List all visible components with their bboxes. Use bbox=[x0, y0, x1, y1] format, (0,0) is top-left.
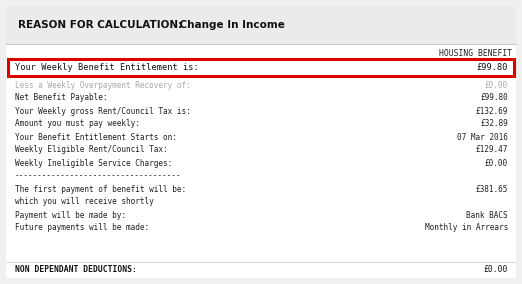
Text: Net Benefit Payable:: Net Benefit Payable: bbox=[15, 93, 108, 103]
Text: ------------------------------------: ------------------------------------ bbox=[15, 172, 182, 181]
Text: Bank BACS: Bank BACS bbox=[466, 210, 508, 220]
Text: £0.00: £0.00 bbox=[485, 80, 508, 89]
Text: REASON FOR CALCULATION:: REASON FOR CALCULATION: bbox=[18, 20, 182, 30]
Text: Future payments will be made:: Future payments will be made: bbox=[15, 224, 149, 233]
Text: The first payment of benefit will be:: The first payment of benefit will be: bbox=[15, 185, 186, 193]
Text: £132.69: £132.69 bbox=[476, 106, 508, 116]
Text: NON DEPENDANT DEDUCTIONS:: NON DEPENDANT DEDUCTIONS: bbox=[15, 266, 137, 275]
Text: HOUSING BENEFIT: HOUSING BENEFIT bbox=[439, 49, 512, 59]
Text: which you will receive shortly: which you will receive shortly bbox=[15, 197, 154, 206]
Text: £0.00: £0.00 bbox=[483, 266, 508, 275]
Text: £99.80: £99.80 bbox=[480, 93, 508, 103]
Bar bbox=[6, 6, 516, 44]
Text: Weekly Eligible Rent/Council Tax:: Weekly Eligible Rent/Council Tax: bbox=[15, 145, 168, 154]
Text: £381.65: £381.65 bbox=[476, 185, 508, 193]
Text: £0.00: £0.00 bbox=[485, 158, 508, 168]
Text: Payment will be made by:: Payment will be made by: bbox=[15, 210, 126, 220]
Text: Weekly Ineligible Service Charges:: Weekly Ineligible Service Charges: bbox=[15, 158, 172, 168]
Bar bbox=[8, 59, 514, 76]
Text: 07 Mar 2016: 07 Mar 2016 bbox=[457, 133, 508, 141]
Text: Your Weekly gross Rent/Council Tax is:: Your Weekly gross Rent/Council Tax is: bbox=[15, 106, 191, 116]
Text: Change In Income: Change In Income bbox=[165, 20, 285, 30]
Text: Monthly in Arrears: Monthly in Arrears bbox=[425, 224, 508, 233]
Text: £99.80: £99.80 bbox=[477, 63, 508, 72]
Text: Your Benefit Entitlement Starts on:: Your Benefit Entitlement Starts on: bbox=[15, 133, 177, 141]
Text: £32.89: £32.89 bbox=[480, 120, 508, 128]
Text: £129.47: £129.47 bbox=[476, 145, 508, 154]
Text: Amount you must pay weekly:: Amount you must pay weekly: bbox=[15, 120, 140, 128]
Text: Your Weekly Benefit Entitlement is:: Your Weekly Benefit Entitlement is: bbox=[15, 63, 199, 72]
Text: Less a Weekly Overpayment Recovery of:: Less a Weekly Overpayment Recovery of: bbox=[15, 80, 191, 89]
